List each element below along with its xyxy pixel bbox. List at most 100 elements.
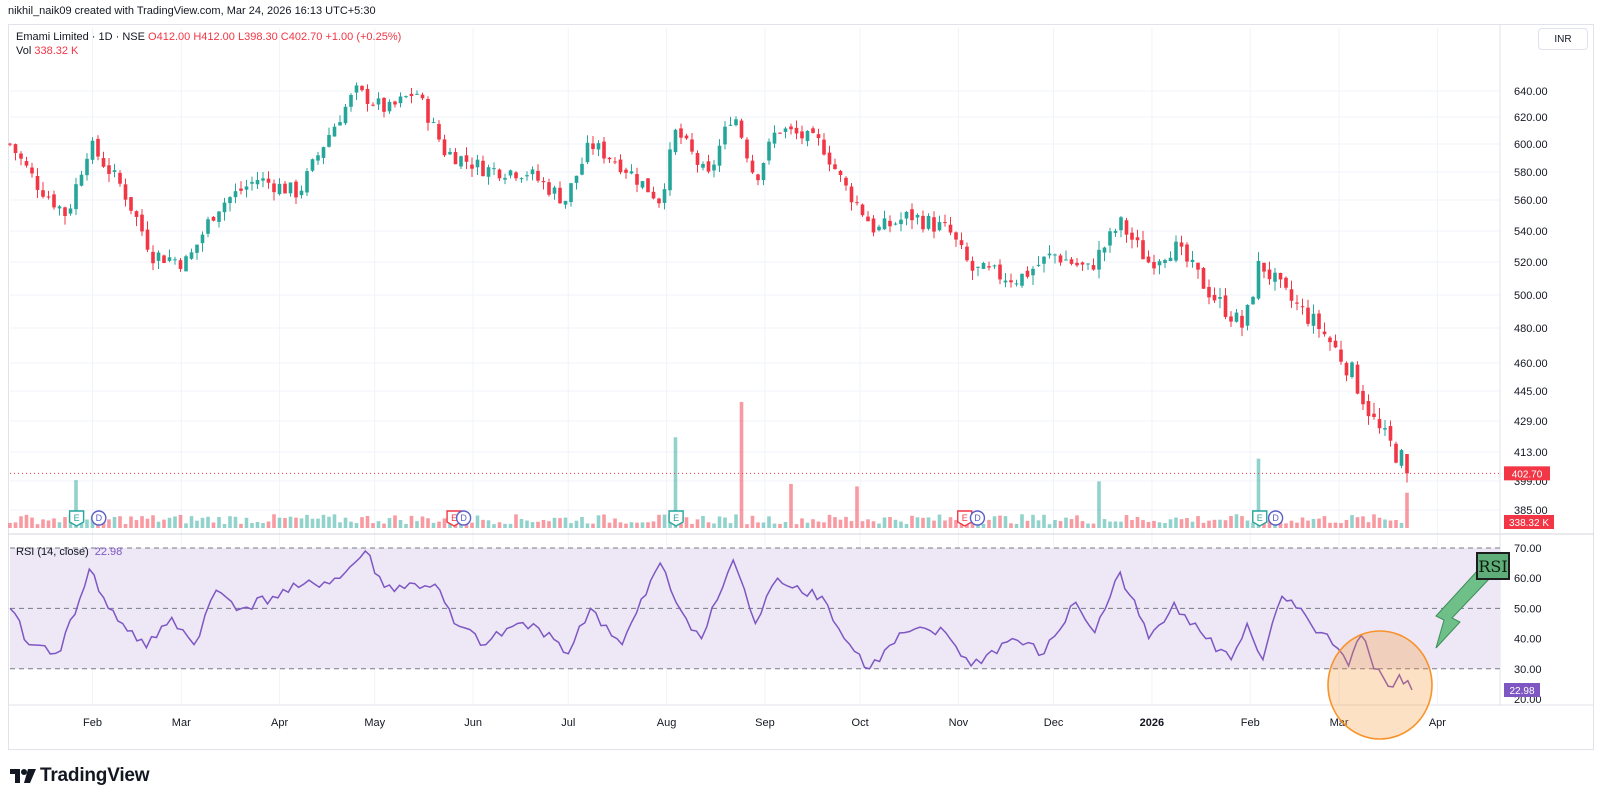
candle-body[interactable]: [459, 156, 463, 167]
candle-body[interactable]: [937, 222, 942, 231]
candle-body[interactable]: [206, 219, 210, 234]
candle-body[interactable]: [635, 174, 639, 185]
candle-body[interactable]: [1383, 428, 1387, 430]
candle-body[interactable]: [1399, 450, 1404, 466]
candle-body[interactable]: [112, 170, 117, 172]
candle-body[interactable]: [992, 265, 997, 267]
candle-body[interactable]: [1102, 247, 1107, 253]
candle-body[interactable]: [1262, 262, 1266, 272]
candle-body[interactable]: [288, 182, 293, 194]
candle-body[interactable]: [811, 128, 815, 133]
candle-body[interactable]: [921, 215, 925, 230]
candle-body[interactable]: [371, 104, 375, 106]
candle-body[interactable]: [695, 153, 700, 165]
candle-body[interactable]: [475, 159, 480, 168]
candle-body[interactable]: [1163, 260, 1167, 264]
candle-body[interactable]: [453, 152, 458, 165]
candle-body[interactable]: [882, 218, 887, 230]
candle-body[interactable]: [178, 260, 183, 269]
candle-body[interactable]: [893, 223, 898, 225]
candle-body[interactable]: [343, 106, 348, 124]
candle-body[interactable]: [1086, 263, 1090, 265]
candle-body[interactable]: [431, 122, 436, 124]
candle-body[interactable]: [426, 99, 430, 123]
candle-body[interactable]: [965, 246, 969, 261]
candle-body[interactable]: [1168, 257, 1173, 262]
candle-body[interactable]: [1201, 267, 1206, 289]
candle-body[interactable]: [1229, 316, 1233, 322]
candle-body[interactable]: [1058, 255, 1063, 263]
candle-body[interactable]: [805, 130, 810, 142]
candle-body[interactable]: [222, 202, 227, 213]
candle-body[interactable]: [1185, 244, 1189, 262]
candle-body[interactable]: [629, 171, 634, 174]
candle-body[interactable]: [1267, 269, 1272, 280]
candle-body[interactable]: [679, 128, 683, 138]
candle-body[interactable]: [1278, 272, 1283, 280]
candle-body[interactable]: [145, 229, 150, 250]
candle-body[interactable]: [563, 200, 568, 205]
dividend-marker[interactable]: [1267, 510, 1284, 526]
candle-body[interactable]: [723, 126, 727, 145]
candle-body[interactable]: [1042, 256, 1046, 264]
candle-body[interactable]: [734, 119, 738, 126]
candle-body[interactable]: [536, 170, 540, 181]
candle-body[interactable]: [668, 149, 672, 191]
candle-body[interactable]: [596, 143, 601, 150]
earnings-marker[interactable]: [957, 510, 973, 527]
candle-body[interactable]: [1306, 307, 1310, 324]
candle-body[interactable]: [866, 216, 870, 222]
candle-body[interactable]: [365, 88, 370, 104]
candle-body[interactable]: [1141, 240, 1145, 260]
candle-body[interactable]: [833, 164, 837, 170]
candle-body[interactable]: [420, 94, 425, 99]
candle-body[interactable]: [822, 139, 826, 155]
candle-body[interactable]: [134, 211, 139, 217]
candle-body[interactable]: [508, 170, 513, 176]
candle-body[interactable]: [327, 134, 331, 147]
candle-body[interactable]: [640, 181, 645, 188]
candle-body[interactable]: [778, 132, 782, 134]
candle-body[interactable]: [1003, 280, 1008, 283]
candle-body[interactable]: [195, 244, 199, 253]
candle-body[interactable]: [387, 101, 392, 112]
candle-body[interactable]: [794, 127, 799, 134]
candle-body[interactable]: [860, 204, 865, 216]
candle-body[interactable]: [376, 98, 381, 105]
candle-body[interactable]: [987, 266, 991, 268]
candle-body[interactable]: [211, 216, 216, 221]
candle-body[interactable]: [1366, 400, 1371, 417]
candle-body[interactable]: [393, 101, 397, 105]
candle-body[interactable]: [35, 175, 40, 190]
candle-body[interactable]: [492, 168, 496, 170]
candle-body[interactable]: [871, 218, 876, 233]
candle-body[interactable]: [1119, 217, 1123, 231]
candle-body[interactable]: [354, 85, 359, 93]
candle-body[interactable]: [761, 163, 766, 181]
candle-body[interactable]: [712, 164, 716, 171]
candle-body[interactable]: [756, 174, 760, 181]
candle-body[interactable]: [519, 178, 524, 180]
candle-body[interactable]: [63, 207, 67, 216]
candle-body[interactable]: [470, 164, 474, 169]
candle-body[interactable]: [827, 152, 832, 165]
candle-body[interactable]: [1047, 253, 1052, 256]
candle-body[interactable]: [1405, 454, 1409, 474]
candle-body[interactable]: [651, 191, 656, 199]
candle-body[interactable]: [1322, 331, 1327, 335]
earnings-marker[interactable]: [68, 510, 85, 527]
candle-body[interactable]: [398, 96, 403, 104]
candle-body[interactable]: [1361, 390, 1365, 405]
candle-body[interactable]: [789, 126, 793, 130]
candle-body[interactable]: [360, 85, 364, 91]
candle-body[interactable]: [701, 163, 705, 168]
dividend-marker[interactable]: [91, 510, 107, 526]
candle-body[interactable]: [1036, 264, 1041, 266]
candle-body[interactable]: [90, 140, 95, 160]
candle-body[interactable]: [1311, 313, 1316, 326]
candle-body[interactable]: [717, 145, 722, 166]
candle-body[interactable]: [24, 161, 29, 166]
candle-body[interactable]: [954, 232, 958, 240]
candle-body[interactable]: [1025, 270, 1030, 277]
candle-body[interactable]: [1113, 230, 1118, 233]
